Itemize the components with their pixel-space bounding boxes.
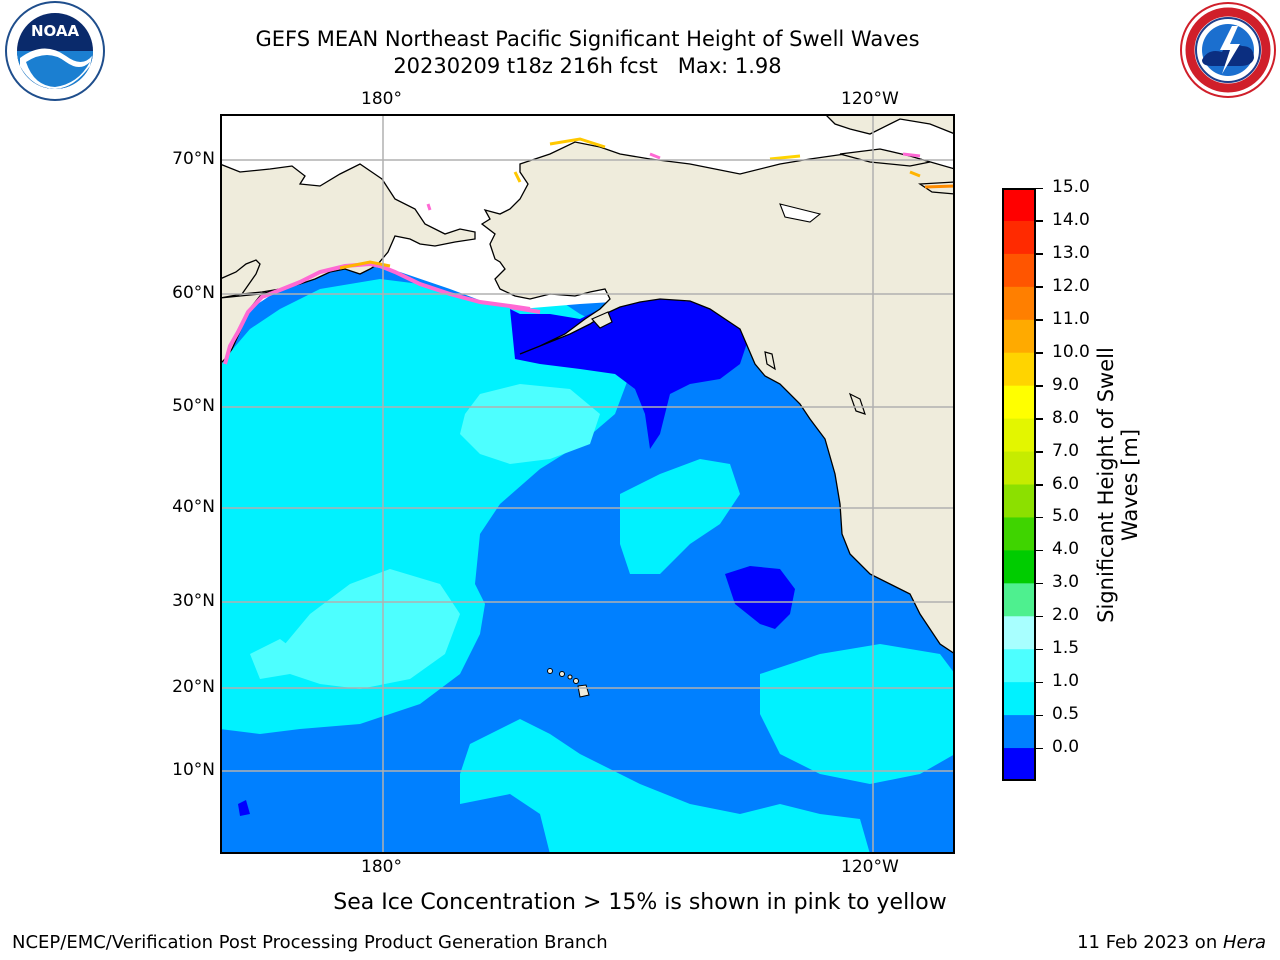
colorbar-segment: [1002, 517, 1036, 551]
colorbar-tick-label: 9.0: [1052, 374, 1080, 395]
colorbar-segment: [1002, 319, 1036, 354]
colorbar-tick-mark: [1036, 648, 1043, 651]
colorbar-tick-mark: [1036, 187, 1043, 189]
colorbar-segment: [1002, 550, 1036, 584]
colorbar-tick-mark: [1036, 385, 1043, 387]
lon-label-bottom-180: 180°: [361, 857, 402, 877]
colorbar-tick-label: 3.0: [1052, 572, 1080, 593]
sea-ice-note: Sea Ice Concentration > 15% is shown in …: [333, 890, 947, 915]
map-gridlines: [220, 114, 955, 854]
title-line-2: 20230209 t18z 216h fcst Max: 1.98: [393, 54, 782, 78]
colorbar-tick-label: 8.0: [1052, 407, 1080, 428]
sea-ice-edge: [223, 137, 955, 365]
noaa-logo: NOAA: [5, 1, 105, 101]
colorbar-tick-mark: [1036, 484, 1043, 486]
footer-branch: NCEP/EMC/Verification Post Processing Pr…: [12, 932, 608, 953]
lat-label-70n: 70°N: [172, 149, 215, 169]
colorbar-segment: [1002, 583, 1036, 617]
colorbar-segment: [1002, 616, 1036, 650]
lat-label-30n: 30°N: [172, 591, 215, 611]
footer-date-text: 11 Feb 2023 on: [1077, 932, 1223, 953]
colorbar-tick-mark: [1036, 319, 1043, 321]
lat-label-50n: 50°N: [172, 396, 215, 416]
map-frame: [220, 114, 955, 854]
colorbar-segment: [1002, 682, 1036, 716]
colorbar-segment: [1002, 286, 1036, 321]
colorbar-segment: [1002, 188, 1036, 222]
colorbar-segment: [1002, 484, 1036, 518]
lat-label-20n: 20°N: [172, 677, 215, 697]
lat-label-40n: 40°N: [172, 497, 215, 517]
colorbar-tick-label: 6.0: [1052, 473, 1080, 494]
colorbar-tick-mark: [1036, 286, 1043, 288]
colorbar-tick-mark: [1036, 418, 1043, 420]
footer-date: 11 Feb 2023 on Hera: [1077, 932, 1266, 953]
colorbar-tick-mark: [1036, 582, 1043, 585]
colorbar-tick-mark: [1036, 253, 1043, 255]
title-line-1: GEFS MEAN Northeast Pacific Significant …: [255, 27, 920, 51]
colorbar-segment: [1002, 748, 1036, 781]
swell-band-1.5-2m: [460, 384, 600, 464]
colorbar-tick-label: 7.0: [1052, 440, 1080, 461]
colorbar-segment: [1002, 253, 1036, 288]
colorbar-tick-label: 4.0: [1052, 539, 1080, 560]
colorbar-segment: [1002, 352, 1036, 387]
colorbar-tick-label: 1.5: [1052, 638, 1080, 659]
map-plot: [220, 114, 955, 854]
colorbar-tick-mark: [1036, 681, 1043, 684]
colorbar-segment: [1002, 385, 1036, 420]
colorbar-tick-mark: [1036, 747, 1043, 750]
footer-machine: Hera: [1222, 932, 1266, 953]
lon-label-bottom-120w: 120°W: [841, 857, 899, 877]
colorbar-tick-label: 14.0: [1052, 209, 1090, 230]
colorbar-segment: [1002, 220, 1036, 255]
colorbar-tick-mark: [1036, 451, 1043, 453]
colorbar-tick-mark: [1036, 516, 1043, 519]
colorbar-segment: [1002, 418, 1036, 453]
lat-label-60n: 60°N: [172, 283, 215, 303]
swell-band-0-0.5m: [510, 299, 750, 449]
colorbar-segment: [1002, 715, 1036, 749]
lat-label-10n: 10°N: [172, 760, 215, 780]
colorbar-tick-label: 5.0: [1052, 506, 1080, 527]
colorbar-tick-mark: [1036, 549, 1043, 552]
colorbar-title: Significant Height of Swell Waves [m]: [1094, 347, 1142, 623]
colorbar-tick-mark: [1036, 714, 1043, 717]
colorbar-segment: [1002, 451, 1036, 485]
lon-label-top-180: 180°: [361, 89, 402, 109]
colorbar-tick-mark: [1036, 615, 1043, 618]
colorbar-tick-mark: [1036, 352, 1043, 354]
svg-text:NOAA: NOAA: [31, 22, 80, 40]
colorbar-tick-label: 2.0: [1052, 605, 1080, 626]
colorbar-tick-label: 0.0: [1052, 737, 1080, 758]
nws-logo: [1180, 2, 1276, 98]
colorbar-tick-label: 11.0: [1052, 308, 1090, 329]
colorbar-tick-label: 15.0: [1052, 177, 1090, 197]
colorbar-tick-label: 10.0: [1052, 341, 1090, 362]
colorbar-tick-mark: [1036, 220, 1043, 222]
colorbar-tick-label: 12.0: [1052, 275, 1090, 296]
colorbar: [1002, 188, 1036, 781]
colorbar-tick-label: 1.0: [1052, 671, 1080, 692]
colorbar-tick-label: 13.0: [1052, 242, 1090, 263]
colorbar-segment: [1002, 649, 1036, 683]
lon-label-top-120w: 120°W: [841, 89, 899, 109]
colorbar-tick-label: 0.5: [1052, 704, 1080, 725]
